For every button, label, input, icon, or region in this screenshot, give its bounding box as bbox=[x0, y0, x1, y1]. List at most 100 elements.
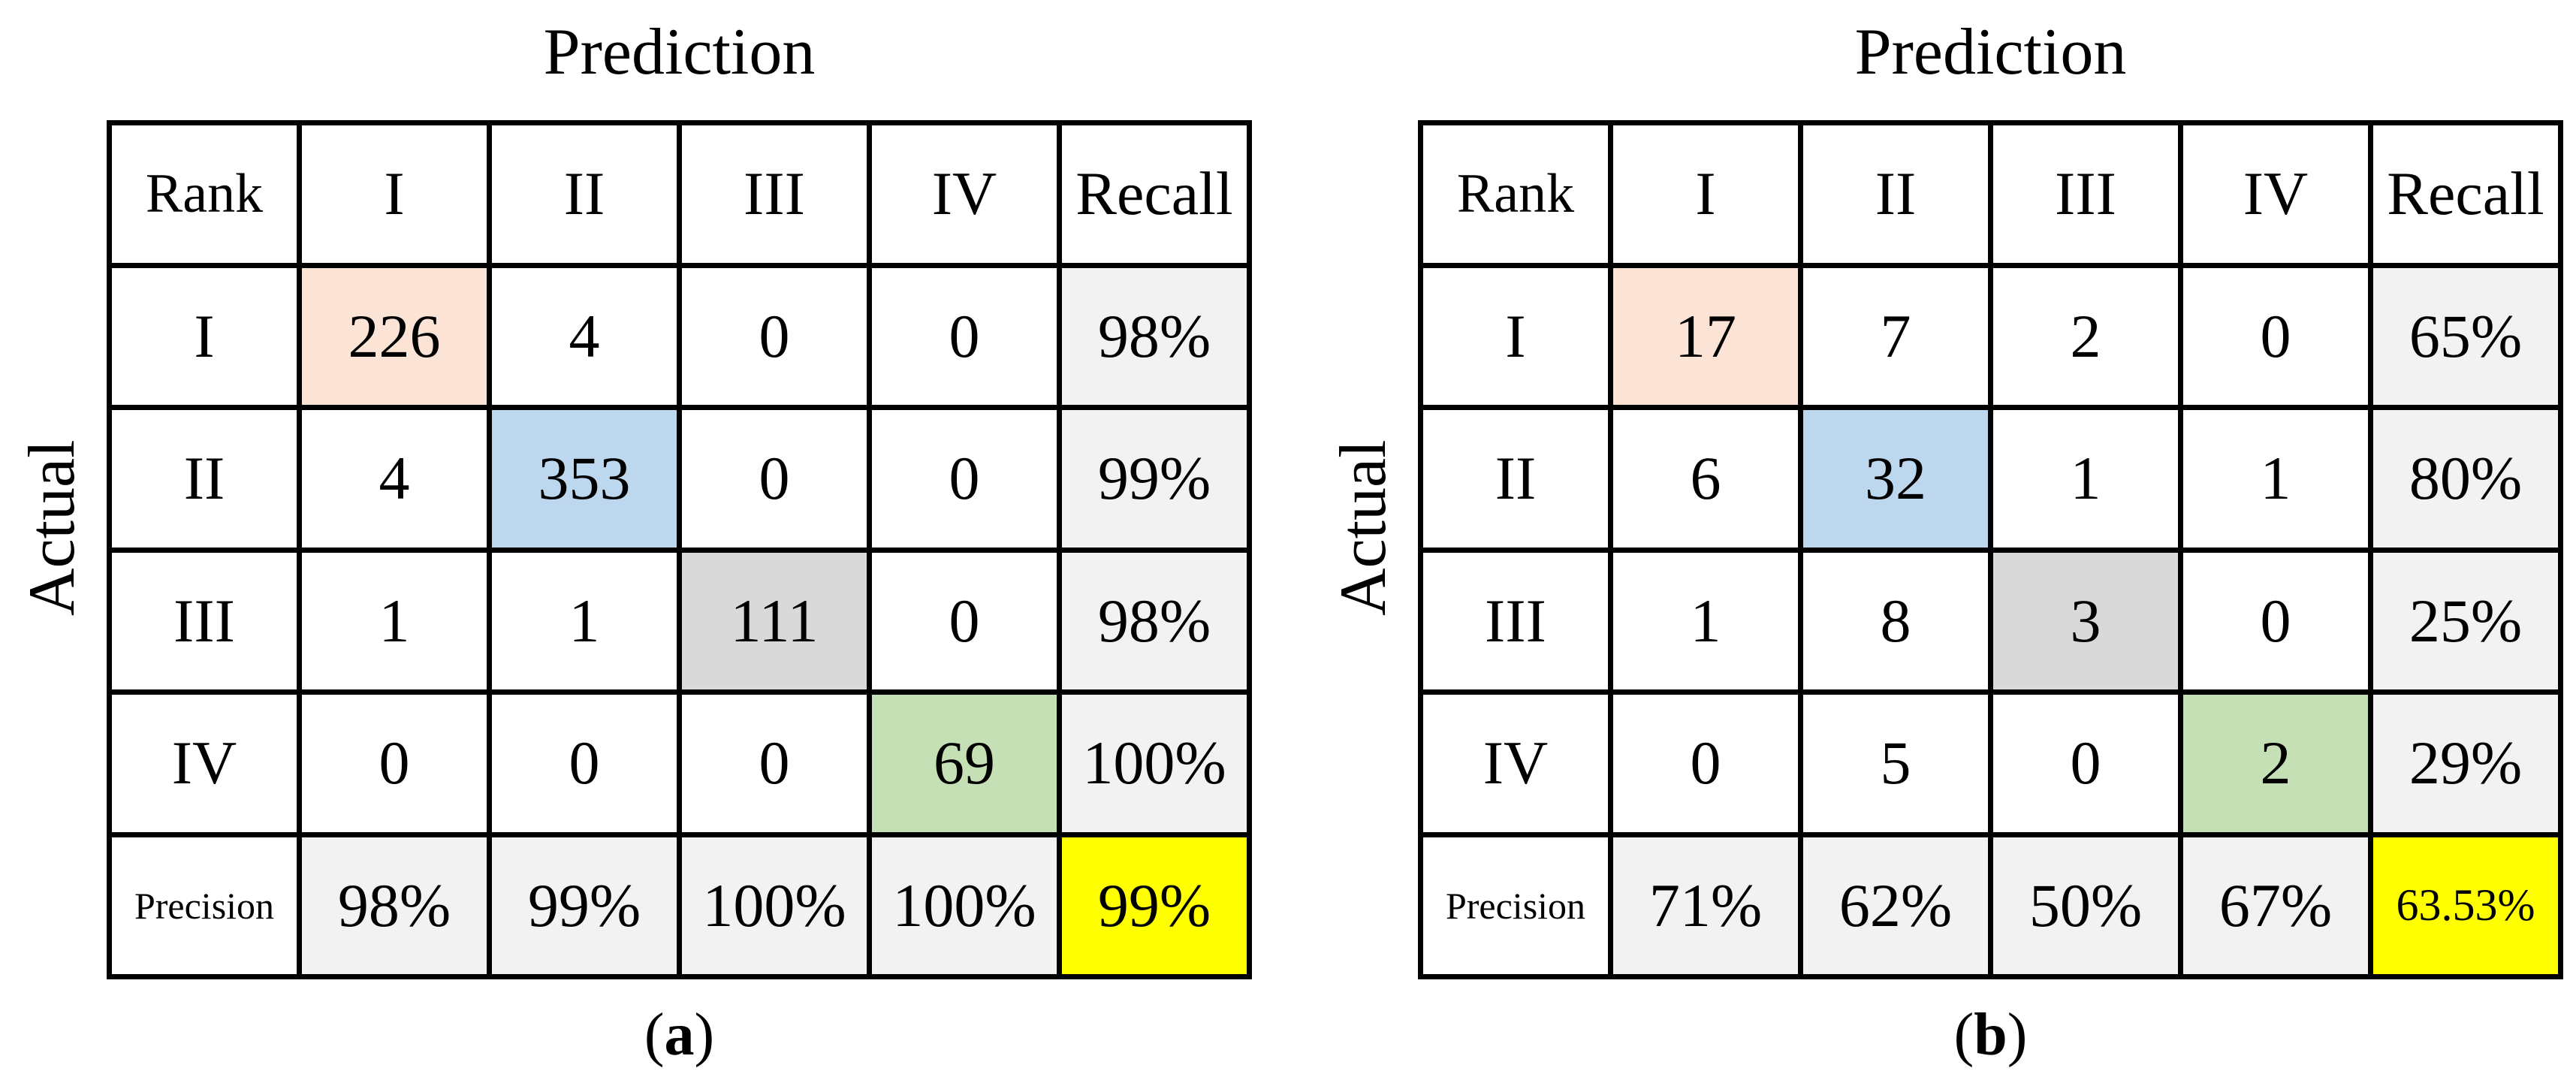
cell: 29% bbox=[2368, 689, 2563, 837]
cell: 0 bbox=[677, 689, 872, 837]
caption-close: ) bbox=[2007, 1002, 2028, 1068]
cell: 99% bbox=[1057, 405, 1252, 553]
cell: 50% bbox=[1988, 831, 2183, 979]
cell: 353 bbox=[487, 405, 682, 553]
cell: 98% bbox=[1057, 547, 1252, 695]
cell: 4 bbox=[297, 405, 492, 553]
header-cell: IV bbox=[867, 120, 1062, 268]
data-row: III 1 1 111 0 98% bbox=[107, 547, 1252, 695]
cell: 0 bbox=[297, 689, 492, 837]
data-row: II 6 32 1 1 80% bbox=[1418, 405, 2563, 553]
cell: 6 bbox=[1608, 405, 1803, 553]
row-header: I bbox=[1418, 262, 1613, 410]
data-row: IV 0 5 0 2 29% bbox=[1418, 689, 2563, 837]
row-header: IV bbox=[107, 689, 302, 837]
cell: 0 bbox=[867, 262, 1062, 410]
confusion-table: Rank I II III IV Recall I 17 7 2 0 65% II 6 32 1 1 80% III… bbox=[1418, 120, 2563, 979]
data-row: II 4 353 0 0 99% bbox=[107, 405, 1252, 553]
cell: 2 bbox=[1988, 262, 2183, 410]
cell: 0 bbox=[2178, 262, 2373, 410]
header-cell: I bbox=[1608, 120, 1803, 268]
panel-title: Prediction bbox=[1854, 16, 2127, 89]
panel: Prediction Actual Rank I II III IV Recall I 226 4 0… bbox=[0, 0, 1277, 1080]
caption: (b) bbox=[1418, 999, 2563, 1071]
data-row: IV 0 0 0 69 100% bbox=[107, 689, 1252, 837]
cell: 63.53% bbox=[2368, 831, 2563, 979]
cell: 98% bbox=[297, 831, 492, 979]
cell: 2 bbox=[2178, 689, 2373, 837]
cell: 5 bbox=[1798, 689, 1993, 837]
cell: 1 bbox=[1988, 405, 2183, 553]
cell: 0 bbox=[1608, 689, 1803, 837]
row-header: Precision bbox=[107, 831, 302, 979]
row-header: Precision bbox=[1418, 831, 1613, 979]
footer-row: Precision 98% 99% 100% 100% 99% bbox=[107, 831, 1252, 979]
cell: 99% bbox=[487, 831, 682, 979]
cell: 1 bbox=[1608, 547, 1803, 695]
header-row: Rank I II III IV Recall bbox=[107, 120, 1252, 268]
cell: 4 bbox=[487, 262, 682, 410]
cell: 98% bbox=[1057, 262, 1252, 410]
header-cell: Rank bbox=[107, 120, 302, 268]
header-cell: II bbox=[1798, 120, 1993, 268]
panel-title: Prediction bbox=[543, 16, 816, 89]
cell: 71% bbox=[1608, 831, 1803, 979]
cell: 69 bbox=[867, 689, 1062, 837]
row-header: III bbox=[1418, 547, 1613, 695]
caption-open: ( bbox=[644, 1002, 665, 1068]
cell: 100% bbox=[867, 831, 1062, 979]
cell: 0 bbox=[1988, 689, 2183, 837]
cell: 3 bbox=[1988, 547, 2183, 695]
cell: 0 bbox=[677, 262, 872, 410]
cell: 0 bbox=[487, 689, 682, 837]
caption-close: ) bbox=[694, 1002, 715, 1068]
footer-row: Precision 71% 62% 50% 67% 63.53% bbox=[1418, 831, 2563, 979]
cell: 8 bbox=[1798, 547, 1993, 695]
cell: 80% bbox=[2368, 405, 2563, 553]
cell: 99% bbox=[1057, 831, 1252, 979]
row-header: II bbox=[107, 405, 302, 553]
header-cell: Rank bbox=[1418, 120, 1613, 268]
cell: 111 bbox=[677, 547, 872, 695]
header-cell: III bbox=[677, 120, 872, 268]
row-header: IV bbox=[1418, 689, 1613, 837]
cell: 226 bbox=[297, 262, 492, 410]
cell: 32 bbox=[1798, 405, 1993, 553]
cell: 0 bbox=[867, 405, 1062, 553]
header-cell: Recall bbox=[1057, 120, 1252, 268]
cell: 1 bbox=[487, 547, 682, 695]
cell: 1 bbox=[297, 547, 492, 695]
data-row: I 226 4 0 0 98% bbox=[107, 262, 1252, 410]
row-header: I bbox=[107, 262, 302, 410]
cell: 0 bbox=[867, 547, 1062, 695]
caption-letter: a bbox=[664, 1002, 695, 1068]
header-row: Rank I II III IV Recall bbox=[1418, 120, 2563, 268]
header-cell: Recall bbox=[2368, 120, 2563, 268]
caption: (a) bbox=[107, 999, 1252, 1071]
row-header: II bbox=[1418, 405, 1613, 553]
cell: 0 bbox=[677, 405, 872, 553]
confusion-table: Rank I II III IV Recall I 226 4 0 0 98% II 4 353 0 0 99% I… bbox=[107, 120, 1252, 979]
cell: 0 bbox=[2178, 547, 2373, 695]
header-cell: III bbox=[1988, 120, 2183, 268]
side-label: Actual bbox=[1327, 439, 1400, 616]
cell: 7 bbox=[1798, 262, 1993, 410]
cell: 17 bbox=[1608, 262, 1803, 410]
data-row: I 17 7 2 0 65% bbox=[1418, 262, 2563, 410]
cell: 65% bbox=[2368, 262, 2563, 410]
header-cell: I bbox=[297, 120, 492, 268]
header-cell: IV bbox=[2178, 120, 2373, 268]
caption-open: ( bbox=[1953, 1002, 1974, 1068]
side-label: Actual bbox=[16, 439, 89, 616]
panel: Prediction Actual Rank I II III IV Recall I 17 7 2 0… bbox=[1311, 0, 2576, 1080]
cell: 1 bbox=[2178, 405, 2373, 553]
cell: 100% bbox=[1057, 689, 1252, 837]
cell: 62% bbox=[1798, 831, 1993, 979]
row-header: III bbox=[107, 547, 302, 695]
cell: 67% bbox=[2178, 831, 2373, 979]
data-row: III 1 8 3 0 25% bbox=[1418, 547, 2563, 695]
cell: 25% bbox=[2368, 547, 2563, 695]
caption-letter: b bbox=[1974, 1002, 2007, 1068]
header-cell: II bbox=[487, 120, 682, 268]
